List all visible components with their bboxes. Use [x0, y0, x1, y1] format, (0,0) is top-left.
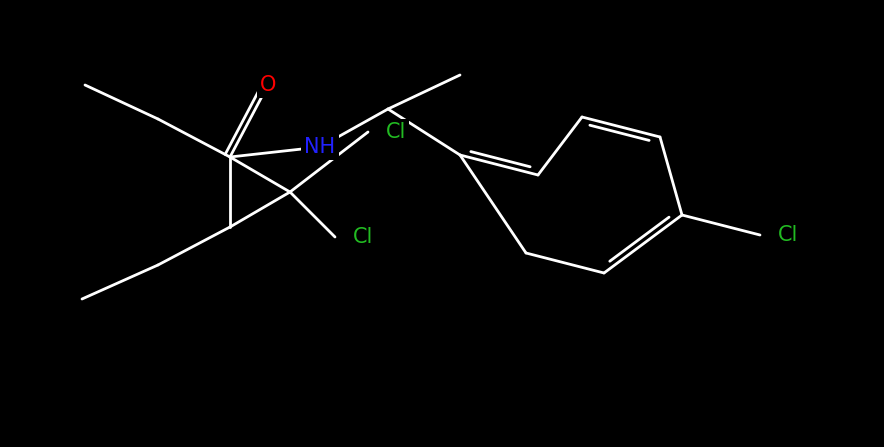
Text: Cl: Cl — [353, 227, 373, 247]
Text: Cl: Cl — [385, 122, 406, 142]
Text: Cl: Cl — [778, 225, 798, 245]
Text: NH: NH — [304, 137, 336, 157]
Text: O: O — [260, 75, 276, 95]
